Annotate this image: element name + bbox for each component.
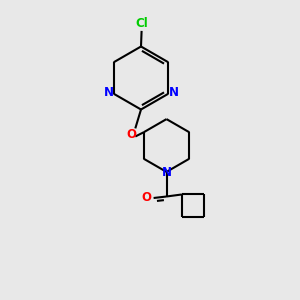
Text: N: N (103, 86, 114, 99)
Text: O: O (126, 128, 136, 142)
Text: N: N (168, 86, 178, 99)
Text: N: N (161, 166, 172, 179)
Text: Cl: Cl (135, 17, 148, 31)
Text: O: O (141, 191, 152, 205)
